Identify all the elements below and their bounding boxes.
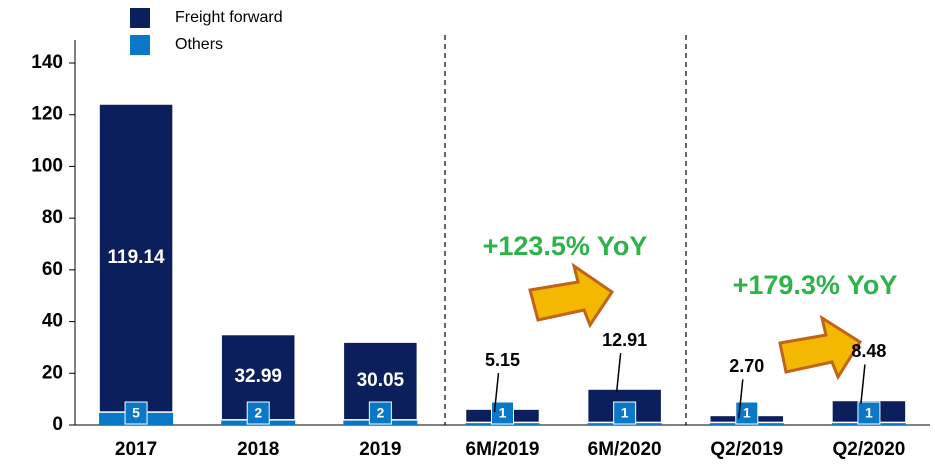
value-label: 5	[132, 405, 140, 421]
value-label: 5.15	[485, 350, 520, 370]
value-label: 1	[743, 405, 751, 421]
value-label-box	[613, 401, 637, 425]
value-label-box	[124, 401, 148, 425]
value-label: 30.05	[357, 370, 405, 391]
legend-swatch	[130, 8, 150, 28]
y-tick-label: 80	[42, 207, 63, 228]
x-tick-label: Q2/2020	[832, 439, 905, 460]
value-label-box	[368, 401, 392, 425]
value-label-box	[246, 401, 270, 425]
value-label-box	[491, 401, 514, 425]
value-label: 1	[499, 405, 507, 421]
value-label-box	[735, 401, 759, 425]
value-label: 32.99	[234, 366, 282, 387]
x-tick-label: Q2/2019	[710, 439, 783, 460]
value-label: 119.14	[108, 247, 165, 268]
value-label: 2	[254, 405, 262, 421]
leader-line	[738, 379, 744, 419]
y-tick-label: 40	[42, 311, 63, 332]
annotation: +179.3% YoY	[733, 270, 898, 300]
growth-arrow	[528, 262, 615, 329]
value-label: 1	[621, 405, 629, 421]
x-tick-label: 2017	[115, 439, 157, 460]
value-label: 1	[865, 405, 873, 421]
x-tick-label: 2018	[237, 439, 279, 460]
leader-line	[860, 364, 866, 404]
value-label: 2	[376, 405, 384, 421]
leader-line	[615, 352, 622, 393]
annotation: +123.5% YoY	[483, 231, 648, 261]
legend-swatch	[130, 35, 150, 55]
legend-label: Others	[175, 36, 223, 53]
y-tick-label: 100	[31, 155, 63, 176]
value-label: 12.91	[602, 330, 647, 350]
x-tick-label: 6M/2019	[466, 439, 540, 460]
y-tick-label: 20	[42, 362, 63, 383]
x-tick-label: 6M/2020	[588, 439, 662, 460]
bar-segment	[98, 103, 174, 413]
y-tick-label: 60	[42, 259, 63, 280]
value-label: 8.48	[851, 341, 886, 361]
x-tick-label: 2019	[359, 439, 401, 460]
legend-label: Freight forward	[175, 9, 283, 26]
growth-arrow	[778, 314, 863, 381]
value-label: 2.70	[729, 356, 764, 376]
y-tick-label: 140	[31, 52, 63, 73]
leader-line	[493, 373, 500, 413]
y-tick-label: 0	[52, 414, 63, 435]
y-tick-label: 120	[31, 104, 63, 125]
value-label-box	[857, 401, 881, 425]
